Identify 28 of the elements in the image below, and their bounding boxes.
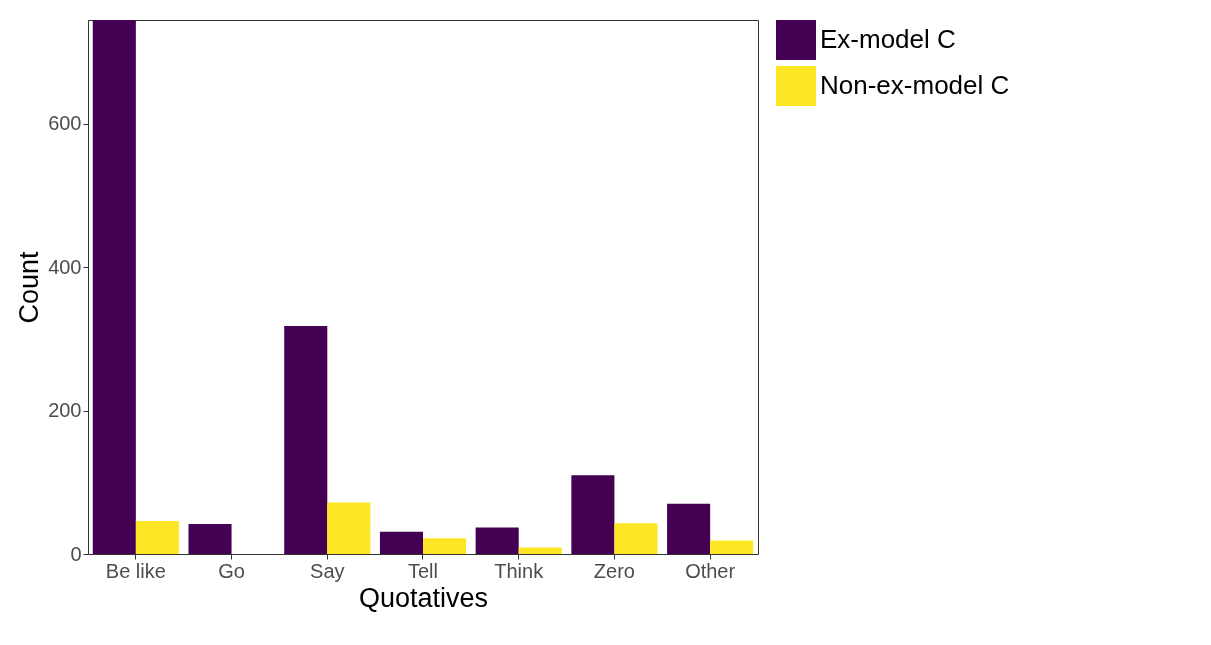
y-tick-label: 0 bbox=[70, 542, 82, 565]
y-tick-label: 600 bbox=[48, 112, 82, 135]
x-tick-label: Tell bbox=[407, 559, 439, 582]
bar bbox=[284, 326, 328, 554]
x-axis-title: Quotatives bbox=[358, 582, 489, 613]
bar bbox=[135, 521, 179, 554]
legend-label: Non-ex-model C bbox=[820, 70, 1010, 100]
bar bbox=[379, 531, 423, 554]
x-tick-label: Be like bbox=[105, 559, 166, 582]
x-tick-label: Think bbox=[494, 559, 545, 582]
x-tick-label: Go bbox=[218, 559, 245, 582]
bar bbox=[475, 527, 519, 554]
legend-label: Ex-model C bbox=[820, 24, 956, 54]
x-tick-label: Zero bbox=[593, 559, 635, 582]
bar bbox=[667, 503, 711, 554]
y-axis-title: Count bbox=[14, 250, 45, 324]
bar bbox=[518, 547, 562, 554]
bar bbox=[614, 523, 658, 554]
bar bbox=[710, 540, 754, 554]
y-tick-label: 200 bbox=[48, 399, 82, 422]
bar bbox=[327, 502, 371, 554]
bar bbox=[423, 538, 467, 554]
x-tick-label: Other bbox=[685, 559, 736, 582]
bar bbox=[571, 475, 615, 554]
bar bbox=[188, 523, 232, 554]
y-tick-label: 400 bbox=[48, 255, 82, 278]
x-tick-label: Say bbox=[310, 559, 345, 582]
bar bbox=[92, 20, 136, 554]
